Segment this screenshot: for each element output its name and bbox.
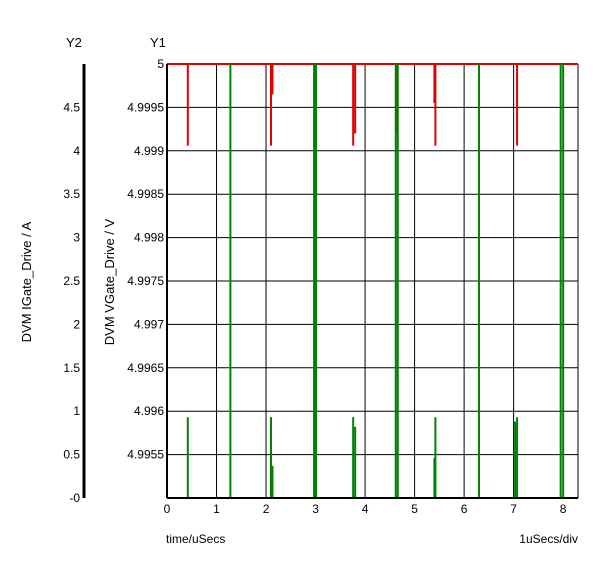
y1-tick-label: 4.997 [134,317,164,331]
y1-tick-label: 4.9965 [127,361,164,375]
y2-tick-label: 4.5 [63,100,80,114]
y2-tick-label: 4 [73,144,80,158]
y2-tick-label: 1 [73,404,80,418]
x-tick-label: 4 [362,502,369,516]
grid [166,63,579,498]
y1-tick-label: 5 [157,57,164,71]
x-tick-label: 2 [263,502,270,516]
y1-tick-label: 4.998 [134,231,164,245]
y2-tick-label: 3.5 [63,187,80,201]
y1-tick-label: 4.9975 [127,274,164,288]
y2-tick-label: 1.5 [63,361,80,375]
y2-tick-label: 0.5 [63,448,80,462]
tick-labels: 0 1 2 3 4 5 6 7 8 4.9955 4.996 4.9965 4.997 4.9975 4.9… [63,57,566,516]
y1-tick-label: 4.9985 [127,187,164,201]
x-tick-label: 5 [411,502,418,516]
y2-tick-label: 2 [73,317,80,331]
y2-axis-label: DVM IGate_Drive / A [19,221,34,342]
y2-tick-label: 2.5 [63,274,80,288]
axes [82,64,578,499]
y2-tick-label: 3 [73,231,80,245]
y1-tick-label: 4.9995 [127,100,164,114]
x-tick-label: 0 [164,502,171,516]
y1-axis-label: DVM VGate_Drive / V [102,218,117,345]
x-tick-label: 1 [213,502,220,516]
y1-axis-name: Y1 [150,35,166,50]
series-0 [167,63,578,146]
x-tick-label: 3 [312,502,319,516]
x-axis-label: time/uSecs [166,532,225,546]
y1-tick-label: 4.999 [134,144,164,158]
y2-tick-label: -0 [69,491,80,505]
y1-tick-label: 4.9955 [127,448,164,462]
x-scale-label: 1uSecs/div [519,532,578,546]
x-tick-label: 8 [560,502,567,516]
y2-axis-name: Y2 [66,35,82,50]
x-tick-label: 6 [461,502,468,516]
y1-tick-label: 4.996 [134,404,164,418]
x-tick-label: 7 [510,502,517,516]
